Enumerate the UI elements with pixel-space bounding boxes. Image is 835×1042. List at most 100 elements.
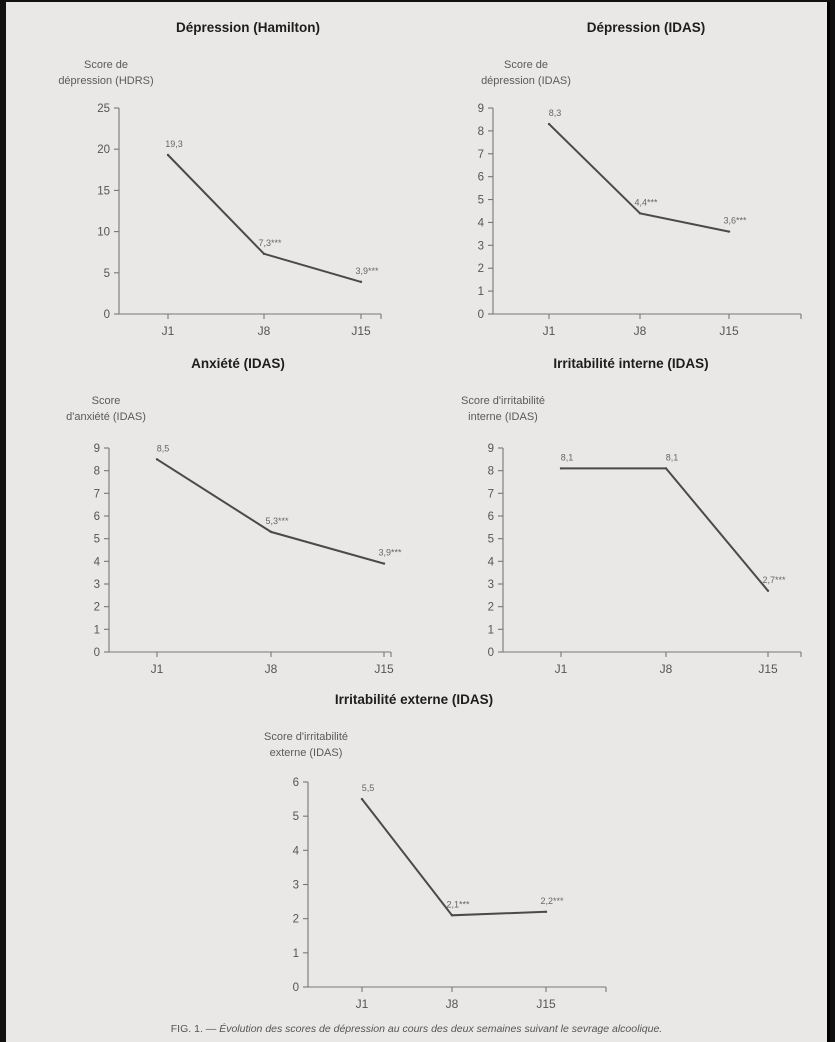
y-axis-label-line: Score d'irritabilité	[461, 395, 545, 407]
data-point	[269, 530, 273, 534]
y-axis-label-line: dépression (IDAS)	[481, 75, 571, 87]
data-label: 3,9***	[378, 548, 402, 558]
chart-title: Irritabilité externe (IDAS)	[335, 692, 493, 707]
y-tick-label: 2	[94, 602, 100, 614]
data-label: 2,7***	[762, 575, 786, 585]
data-point	[166, 153, 170, 157]
x-tick-label: J1	[555, 662, 568, 676]
y-tick-label: 8	[478, 126, 484, 138]
y-tick-label: 25	[97, 103, 110, 115]
data-label: 5,3***	[265, 516, 289, 526]
y-tick-label: 1	[94, 624, 100, 636]
x-tick-label: J8	[265, 662, 278, 676]
y-tick-label: 8	[488, 466, 494, 478]
data-point	[155, 458, 159, 461]
y-tick-label: 8	[94, 466, 100, 478]
y-tick-label: 10	[97, 227, 110, 239]
y-tick-label: 6	[293, 777, 299, 789]
data-point	[382, 562, 386, 565]
figure-page: Dépression (Hamilton) Score de dépression …	[6, 2, 830, 1042]
data-point	[766, 589, 770, 592]
series-line	[561, 467, 769, 592]
x-tick-label: J15	[536, 997, 556, 1011]
data-label: 2,1***	[446, 899, 470, 909]
y-tick-label: 3	[488, 579, 494, 591]
x-tick-label: J15	[719, 324, 739, 338]
y-axis-label-line: Score de	[504, 59, 548, 71]
chart-irritabilite-interne: Irritabilité interne (IDAS) Score d'irrit…	[461, 356, 802, 676]
data-label: 7,3***	[258, 238, 282, 248]
y-axis-label-line: externe (IDAS)	[270, 747, 343, 759]
x-tick-label: J1	[162, 324, 175, 338]
x-tick-label: J8	[446, 997, 459, 1011]
chart-irritabilite-externe: Irritabilité externe (IDAS) Score d'irrit…	[264, 692, 607, 1011]
data-point	[450, 914, 454, 917]
y-axis-label-line: Score d'irritabilité	[264, 731, 348, 743]
y-tick-label: 2	[478, 263, 484, 275]
chart-title: Irritabilité interne (IDAS)	[553, 356, 708, 371]
x-tick-label: J1	[151, 662, 164, 676]
y-tick-label: 1	[478, 286, 484, 298]
data-label: 3,9***	[355, 266, 379, 276]
x-tick-label: J15	[374, 662, 394, 676]
series-line	[361, 798, 547, 917]
data-label: 4,4***	[634, 197, 658, 207]
data-label: 19,3	[165, 139, 183, 149]
y-tick-label: 7	[94, 488, 100, 500]
x-tick-label: J15	[758, 662, 778, 676]
y-tick-label: 3	[94, 579, 100, 591]
data-label: 3,6***	[723, 216, 747, 226]
y-axis-label-line: interne (IDAS)	[468, 411, 538, 423]
y-tick-label: 0	[94, 647, 100, 659]
y-tick-label: 6	[478, 172, 484, 184]
y-tick-label: 15	[97, 185, 110, 197]
chart-title: Dépression (IDAS)	[587, 20, 706, 35]
y-axis-label-line: dépression (HDRS)	[58, 75, 153, 87]
y-tick-label: 5	[478, 195, 484, 207]
series-line	[167, 154, 362, 283]
chart-title: Anxiété (IDAS)	[191, 356, 285, 371]
x-tick-label: J8	[258, 324, 271, 338]
x-tick-label: J1	[543, 324, 556, 338]
chart-depression-hamilton: Dépression (Hamilton) Score de dépression …	[58, 20, 382, 338]
data-point	[559, 467, 563, 470]
data-point	[727, 230, 731, 233]
y-tick-label: 9	[488, 443, 494, 455]
x-tick-label: J8	[634, 324, 647, 338]
y-tick-label: 5	[293, 811, 299, 823]
chart-depression-idas: Dépression (IDAS) Score de dépression (IDA…	[478, 20, 802, 338]
y-tick-label: 5	[104, 268, 110, 280]
caption-prefix: FIG. 1. —	[170, 1023, 217, 1035]
y-tick-label: 4	[478, 217, 485, 229]
data-label: 8,5	[157, 443, 170, 453]
y-tick-label: 7	[478, 149, 484, 161]
y-tick-label: 9	[478, 103, 484, 115]
y-tick-label: 4	[488, 556, 495, 568]
data-point	[664, 467, 668, 470]
y-axis-label-line: d'anxiété (IDAS)	[66, 411, 146, 423]
data-point	[262, 252, 266, 256]
y-tick-label: 2	[293, 914, 299, 926]
data-point	[638, 212, 642, 215]
y-tick-label: 4	[293, 845, 300, 857]
data-point	[544, 910, 548, 914]
x-tick-label: J1	[356, 997, 369, 1011]
y-tick-label: 2	[488, 602, 494, 614]
y-tick-label: 4	[94, 556, 101, 568]
y-tick-label: 0	[478, 309, 484, 321]
y-axis-label-line: Score	[92, 395, 121, 407]
data-point	[360, 797, 364, 801]
data-point	[547, 122, 551, 126]
y-tick-label: 9	[94, 443, 100, 455]
y-axis-label-line: Score de	[84, 59, 128, 71]
series-line	[548, 123, 730, 233]
chart-title: Dépression (Hamilton)	[176, 20, 320, 35]
data-label: 8,3	[549, 108, 562, 118]
figure-caption: FIG. 1. — Évolution des scores de dépres…	[6, 1023, 827, 1035]
y-tick-label: 5	[94, 534, 100, 546]
y-tick-label: 3	[293, 880, 299, 892]
data-label: 2,2***	[540, 896, 564, 906]
y-tick-label: 0	[293, 982, 299, 994]
y-tick-label: 0	[104, 309, 110, 321]
x-tick-label: J15	[351, 324, 371, 338]
